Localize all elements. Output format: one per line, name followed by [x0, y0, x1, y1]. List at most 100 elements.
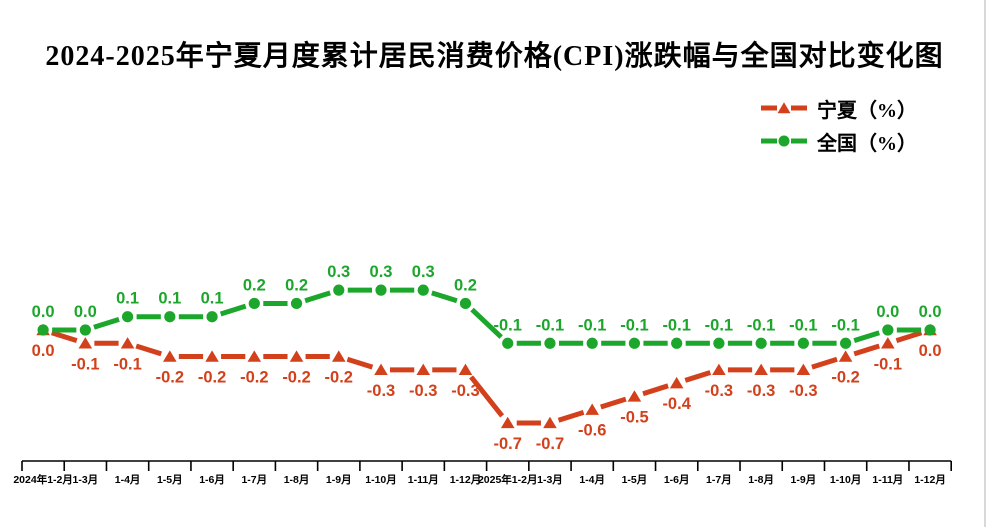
national-line-segment — [84, 314, 129, 333]
x-axis-label: 1-4月 — [115, 474, 141, 486]
national-point-marker-circle-icon — [882, 324, 894, 336]
ningxia-data-label: -0.2 — [240, 369, 268, 387]
national-point-marker-circle-icon — [840, 337, 852, 349]
x-axis-label: 1-8月 — [284, 474, 310, 486]
ningxia-data-label: -0.3 — [747, 382, 775, 400]
x-axis-label: 1-3月 — [537, 474, 563, 486]
ningxia-data-label: -0.3 — [789, 382, 817, 400]
ningxia-data-label: -0.2 — [198, 369, 226, 387]
ningxia-point-marker-triangle-icon — [78, 337, 93, 349]
ningxia-data-label: -0.7 — [536, 435, 564, 453]
ningxia-data-label: -0.3 — [705, 382, 733, 400]
national-data-label: -0.1 — [662, 316, 690, 334]
national-point-marker-circle-icon — [924, 324, 936, 336]
x-axis-label: 1-6月 — [199, 474, 225, 486]
ningxia-data-label: -0.2 — [831, 369, 859, 387]
ningxia-point-marker-triangle-icon — [458, 363, 473, 376]
national-point-marker-circle-icon — [713, 337, 725, 349]
ningxia-point-marker-triangle-icon — [374, 363, 388, 376]
x-axis-label: 1-11月 — [408, 474, 439, 486]
ningxia-point-marker-triangle-icon — [500, 416, 515, 429]
ningxia-data-label: -0.1 — [71, 355, 99, 373]
ningxia-point-marker-triangle-icon — [712, 363, 726, 376]
ningxia-line-segment — [338, 354, 382, 373]
legend: 宁夏（%） 全国（%） — [761, 93, 917, 156]
ningxia-data-label: 0.0 — [919, 342, 942, 360]
ningxia-point-marker-triangle-icon — [289, 350, 304, 362]
ningxia-line-segment — [549, 407, 593, 426]
national-point-marker-circle-icon — [628, 337, 641, 349]
ningxia-line-segment — [802, 354, 847, 373]
national-data-label: -0.1 — [536, 316, 564, 334]
ningxia-data-label: 0.0 — [32, 342, 55, 360]
x-axis-label: 1-4月 — [579, 474, 605, 486]
ningxia-point-marker-triangle-icon — [205, 350, 219, 362]
national-data-label: -0.1 — [789, 316, 817, 334]
x-axis-label: 2025年1-2月 — [478, 473, 538, 486]
national-series: 0.0 0.0 0.1 0.1 0.1 0.2 0.2 0.3 0.3 0.3 0.2 -0.1 -0.… — [32, 263, 942, 349]
national-point-marker-circle-icon — [544, 337, 556, 349]
x-axis-label: 1-7月 — [706, 474, 732, 486]
ningxia-point-marker-triangle-icon — [669, 376, 684, 389]
national-data-label: -0.1 — [831, 316, 859, 334]
ningxia-data-label: -0.3 — [367, 382, 395, 400]
ningxia-point-marker-triangle-icon — [416, 363, 431, 376]
national-data-label: 0.0 — [74, 303, 97, 321]
screen-right-edge-divider — [984, 0, 986, 527]
national-line-segment — [295, 287, 340, 306]
national-point-marker-circle-icon — [671, 337, 683, 349]
x-axis-label: 1-9月 — [326, 474, 352, 486]
national-line-segment — [463, 301, 510, 346]
ningxia-data-label: -0.2 — [325, 369, 353, 387]
national-data-label: -0.1 — [747, 316, 775, 334]
ningxia-line-segment — [463, 368, 510, 425]
ningxia-data-label: -0.1 — [113, 355, 141, 373]
x-axis-label: 1-11月 — [872, 474, 903, 486]
national-data-label: 0.0 — [32, 303, 55, 321]
ningxia-line-segment — [887, 327, 931, 346]
x-axis-label: 1-5月 — [622, 474, 648, 486]
national-point-marker-circle-icon — [121, 311, 134, 323]
national-point-marker-circle-icon — [797, 337, 809, 349]
national-point-marker-circle-icon — [586, 337, 598, 349]
national-line-segment — [844, 327, 889, 346]
national-data-label: -0.1 — [620, 316, 648, 334]
ningxia-series: 0.0-0.1 -0.1-0.2 -0.2 -0.2 -0.2 -0.2-0.3 -0.3-… — [32, 323, 942, 453]
legend-item-national: 全国（%） — [761, 126, 917, 156]
x-axis-label: 1-3月 — [73, 474, 99, 486]
ningxia-data-label: -0.6 — [578, 422, 606, 440]
ningxia-line-segment — [126, 340, 171, 359]
national-data-label: 0.2 — [243, 276, 266, 294]
national-point-marker-circle-icon — [459, 297, 472, 310]
x-axis-label: 1-6月 — [664, 474, 690, 486]
national-data-label: -0.1 — [705, 316, 733, 334]
x-axis-label: 1-12月 — [914, 474, 946, 486]
x-axis-label: 1-8月 — [748, 474, 774, 486]
ningxia-point-marker-triangle-icon — [163, 350, 177, 362]
national-legend-circle-icon — [778, 135, 790, 147]
ningxia-data-label: -0.2 — [282, 369, 310, 387]
ningxia-data-label: -0.3 — [451, 382, 479, 400]
national-point-marker-circle-icon — [206, 311, 218, 323]
national-dashed-line-circle-icon — [761, 135, 807, 147]
national-point-marker-circle-icon — [375, 284, 387, 296]
national-data-label: 0.3 — [412, 263, 435, 281]
x-axis-label: 1-5月 — [157, 474, 183, 486]
national-data-label: 0.3 — [370, 263, 393, 281]
national-data-label: 0.0 — [876, 303, 899, 321]
ningxia-point-marker-triangle-icon — [331, 350, 346, 362]
ningxia-point-marker-triangle-icon — [796, 363, 811, 376]
national-point-marker-circle-icon — [755, 337, 767, 349]
x-axis-label: 1-7月 — [241, 474, 267, 486]
ningxia-point-marker-triangle-icon — [120, 337, 135, 349]
national-point-marker-circle-icon — [290, 297, 303, 310]
legend-label-ningxia: 宁夏（%） — [817, 99, 917, 122]
ningxia-point-marker-triangle-icon — [585, 403, 599, 415]
legend-label-national: 全国（%） — [817, 132, 917, 155]
ningxia-line-segment — [42, 327, 87, 346]
ningxia-data-label: -0.4 — [662, 395, 691, 413]
national-data-label: 0.2 — [454, 276, 477, 294]
national-data-label: 0.2 — [285, 276, 308, 294]
